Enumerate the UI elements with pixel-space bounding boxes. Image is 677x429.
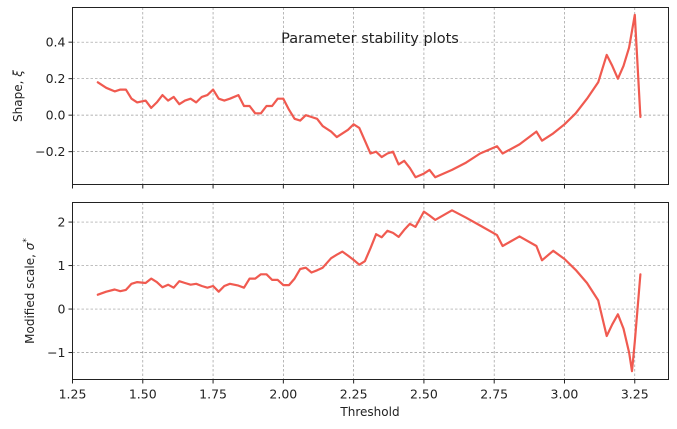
shape-y-tick-label: 0.0 (46, 108, 66, 123)
shape-panel: 0.4 0.2 0.0 −0.2 Shape, ξ Parameter stabili… (11, 7, 669, 189)
modified-scale-y-tick-label: 0 (58, 302, 66, 317)
modified-scale-y-tick-label: 2 (58, 215, 66, 230)
shape-y-ticks: 0.4 0.2 0.0 −0.2 (35, 35, 73, 159)
modified-scale-series-line (96, 209, 642, 373)
modified-scale-plot-frame (72, 202, 669, 380)
x-tick-label: 3.00 (551, 387, 579, 402)
x-tick-label: 2.50 (410, 387, 438, 402)
shape-series-line (96, 13, 642, 179)
shape-plot-frame (72, 7, 669, 185)
shape-y-axis-label: Shape, ξ (11, 70, 25, 122)
x-ticks: 1.25 1.50 1.75 2.00 2.25 2.50 2.75 3.00 3.25 (59, 387, 649, 402)
modified-scale-panel: 2 1 0 −1 Modified scale, σ* 1.25 1.50 1.75 2.0… (22, 202, 669, 419)
x-tick-label: 1.50 (129, 387, 157, 402)
x-tick-label: 1.75 (199, 387, 227, 402)
shape-y-tick-label: 0.4 (46, 35, 66, 50)
modified-scale-y-ticks: 2 1 0 −1 (47, 215, 73, 360)
x-tick-label: 3.25 (621, 387, 649, 402)
x-tick-label: 2.00 (269, 387, 297, 402)
shape-y-tick-label: 0.2 (46, 71, 66, 86)
x-axis-label: Threshold (339, 405, 399, 419)
shape-series (96, 13, 642, 179)
modified-scale-y-tick-label: −1 (47, 345, 65, 360)
modified-scale-y-tick-label: 1 (58, 258, 66, 273)
modified-scale-y-axis-label: Modified scale, σ* (22, 238, 37, 344)
chart-title: Parameter stability plots (281, 31, 459, 47)
modified-scale-grid (72, 202, 669, 384)
x-tick-label: 2.75 (480, 387, 508, 402)
shape-y-tick-label: −0.2 (35, 144, 65, 159)
x-tick-label: 1.25 (59, 387, 87, 402)
modified-scale-series (96, 209, 642, 373)
x-tick-label: 2.25 (340, 387, 368, 402)
